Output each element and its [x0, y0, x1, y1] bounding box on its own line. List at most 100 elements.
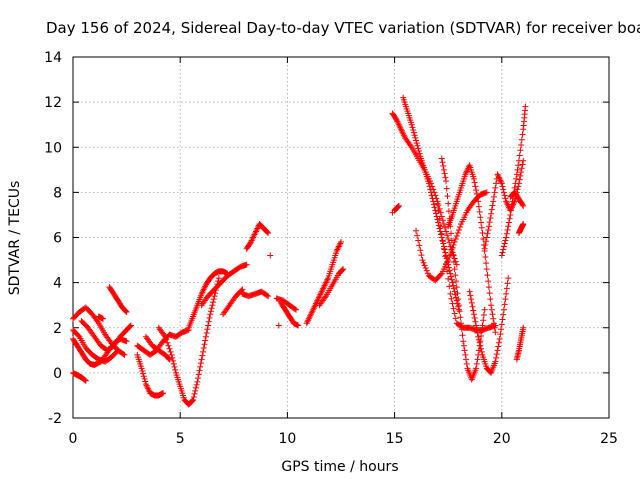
- data-point: [424, 270, 431, 277]
- data-point: [408, 121, 415, 128]
- data-point: [413, 137, 420, 144]
- data-point: [460, 342, 467, 349]
- data-point: [267, 252, 274, 259]
- data-point: [481, 306, 488, 313]
- data-point: [487, 369, 494, 376]
- data-point: [445, 208, 452, 215]
- data-point: [483, 189, 490, 196]
- data-point: [512, 180, 519, 187]
- data-point: [478, 348, 485, 355]
- data-point: [509, 198, 516, 205]
- data-point: [168, 351, 175, 358]
- data-point: [471, 179, 478, 186]
- series-s34: [507, 189, 527, 209]
- data-point: [275, 322, 282, 329]
- data-point: [491, 189, 498, 196]
- y-tick-label: 0: [53, 366, 62, 382]
- data-point: [487, 296, 494, 303]
- data-point: [492, 358, 499, 365]
- data-point: [489, 202, 496, 209]
- data-point: [191, 390, 198, 397]
- data-point: [493, 354, 500, 361]
- data-point: [81, 376, 88, 383]
- data-point: [515, 157, 522, 164]
- data-point: [435, 219, 442, 226]
- data-point: [473, 187, 480, 194]
- data-point: [441, 246, 448, 253]
- data-point: [415, 237, 422, 244]
- data-point: [167, 348, 174, 355]
- data-point: [453, 261, 460, 268]
- data-point: [264, 229, 271, 236]
- data-point: [165, 342, 172, 349]
- data-point: [339, 266, 346, 273]
- data-point: [490, 315, 497, 322]
- data-point: [410, 126, 417, 133]
- data-point: [443, 185, 450, 192]
- data-point: [434, 200, 441, 207]
- data-point: [500, 243, 507, 250]
- data-point: [460, 338, 467, 345]
- data-point: [209, 302, 216, 309]
- data-point: [485, 226, 492, 233]
- series-s23: [391, 202, 402, 214]
- data-point: [446, 254, 453, 261]
- data-point: [480, 317, 487, 324]
- data-point: [483, 266, 490, 273]
- data-point: [493, 180, 500, 187]
- data-point: [453, 232, 460, 239]
- series-s24: [389, 209, 396, 216]
- series-s30: [445, 162, 499, 336]
- data-point: [441, 224, 448, 231]
- data-point: [432, 207, 439, 214]
- data-point: [475, 333, 482, 340]
- data-point: [445, 264, 452, 271]
- data-point: [503, 285, 510, 292]
- data-point: [448, 230, 455, 237]
- data-point: [444, 232, 451, 239]
- data-point: [120, 351, 127, 358]
- data-point: [450, 282, 457, 289]
- data-marks: [70, 94, 529, 408]
- data-point: [444, 193, 451, 200]
- data-point: [448, 276, 455, 283]
- data-point: [517, 172, 524, 179]
- data-point: [454, 290, 461, 297]
- y-tick-label: 10: [44, 140, 62, 156]
- data-point: [243, 261, 250, 268]
- data-point: [500, 246, 507, 253]
- data-point: [473, 322, 480, 329]
- data-point: [443, 178, 450, 185]
- data-point: [165, 355, 172, 362]
- x-tick-label: 25: [600, 431, 618, 447]
- series-s3: [70, 369, 89, 384]
- data-point: [467, 292, 474, 299]
- data-point: [507, 211, 514, 218]
- data-point: [499, 249, 506, 256]
- data-point: [205, 322, 212, 329]
- series-s22: [316, 266, 347, 309]
- data-point: [265, 229, 272, 236]
- data-point: [115, 347, 122, 354]
- x-tick-label: 0: [69, 431, 78, 447]
- data-point: [437, 271, 444, 278]
- data-point: [447, 290, 454, 297]
- data-point: [189, 397, 196, 404]
- data-point: [485, 284, 492, 291]
- data-point: [453, 278, 460, 285]
- data-point: [484, 230, 491, 237]
- data-point: [437, 223, 444, 230]
- data-point: [455, 226, 462, 233]
- data-point: [483, 234, 490, 241]
- data-point: [500, 186, 507, 193]
- data-point: [493, 351, 500, 358]
- data-point: [443, 260, 450, 267]
- series-s7: [106, 284, 130, 315]
- data-point: [247, 240, 254, 247]
- data-point: [514, 166, 521, 173]
- data-point: [503, 234, 510, 241]
- data-point: [440, 163, 447, 170]
- data-point: [127, 322, 134, 329]
- data-point: [500, 311, 507, 318]
- data-point: [409, 124, 416, 131]
